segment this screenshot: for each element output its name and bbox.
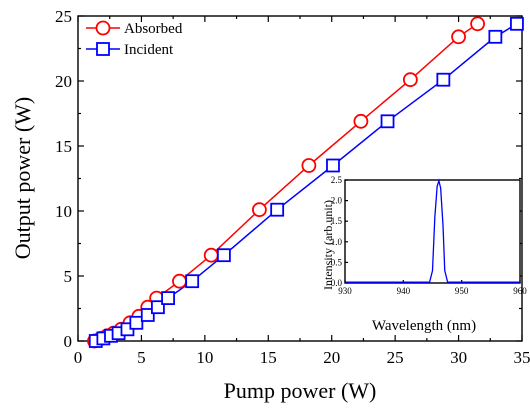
inset-x-tick-label: 930 [338, 286, 352, 296]
legend-marker-absorbed [95, 20, 111, 36]
y-tick-label: 0 [64, 332, 73, 351]
data-point-incident [436, 72, 451, 87]
data-point-absorbed [470, 16, 486, 32]
data-point-absorbed [451, 29, 466, 45]
inset-x-tick-label: 940 [397, 286, 411, 296]
legend-marker-incident [96, 42, 110, 56]
legend-label-incident: Incident [124, 42, 174, 58]
inset-spectrum: 930 940 950 960 0.0 0.5 1.0 1.5 2.0 2.5 Wavelengt… [321, 175, 527, 334]
y-tick-label: 5 [64, 267, 73, 286]
data-point-incident [510, 16, 524, 31]
data-point-incident [185, 274, 200, 289]
y-tick-label: 15 [55, 137, 72, 156]
data-point-incident [216, 248, 231, 263]
main-axis-ticks: 0 5 10 15 20 25 30 35 0 5 10 15 20 25 [55, 7, 530, 367]
legend: Absorbed Incident [86, 20, 183, 58]
x-tick-label: 10 [196, 348, 213, 367]
data-point-absorbed [353, 113, 369, 129]
x-tick-label: 35 [514, 348, 530, 367]
inset-y-axis-label: Intensity (arb.unit) [321, 200, 335, 290]
data-point-absorbed [301, 158, 317, 173]
data-point-incident [326, 158, 340, 173]
inset-y-tick-label: 2.0 [331, 196, 343, 206]
data-point-absorbed [203, 247, 219, 263]
inset-y-tick-label: 1.0 [331, 237, 343, 247]
x-axis-label: Pump power (W) [224, 378, 377, 403]
inset-spectrum-line [345, 178, 520, 283]
y-axis-label: Output power (W) [10, 97, 35, 260]
data-point-incident [270, 202, 285, 217]
inset-y-tick-label: 2.5 [331, 175, 343, 185]
data-point-incident [380, 114, 395, 129]
inset-y-tick-label: 0.5 [331, 257, 343, 267]
x-tick-label: 0 [74, 348, 83, 367]
data-point-absorbed [402, 72, 418, 88]
data-point-incident [488, 29, 503, 44]
data-point-incident [151, 300, 165, 315]
data-point-incident [140, 308, 155, 322]
data-point-incident [161, 291, 175, 306]
data-point-incident [129, 315, 144, 330]
x-tick-label: 25 [387, 348, 404, 367]
y-tick-label: 25 [55, 7, 72, 26]
y-tick-label: 10 [55, 202, 72, 221]
y-tick-label: 20 [55, 72, 72, 91]
inset-series-group [345, 178, 520, 283]
inset-x-tick-label: 950 [455, 286, 469, 296]
inset-y-tick-label: 0.0 [331, 278, 343, 288]
x-tick-label: 15 [260, 348, 277, 367]
inset-y-tick-label: 1.5 [331, 216, 343, 226]
inset-frame [344, 179, 521, 284]
x-tick-label: 20 [323, 348, 340, 367]
legend-label-absorbed: Absorbed [124, 21, 183, 37]
main-series-group [87, 16, 524, 349]
data-point-absorbed [172, 273, 187, 289]
data-point-absorbed [252, 202, 267, 218]
x-tick-label: 30 [450, 348, 467, 367]
inset-x-axis-label: Wavelength (nm) [372, 318, 476, 334]
x-tick-label: 5 [137, 348, 146, 367]
inset-axis-ticks: 930 940 950 960 0.0 0.5 1.0 1.5 2.0 2.5 [331, 175, 528, 296]
inset-x-tick-label: 960 [513, 286, 527, 296]
